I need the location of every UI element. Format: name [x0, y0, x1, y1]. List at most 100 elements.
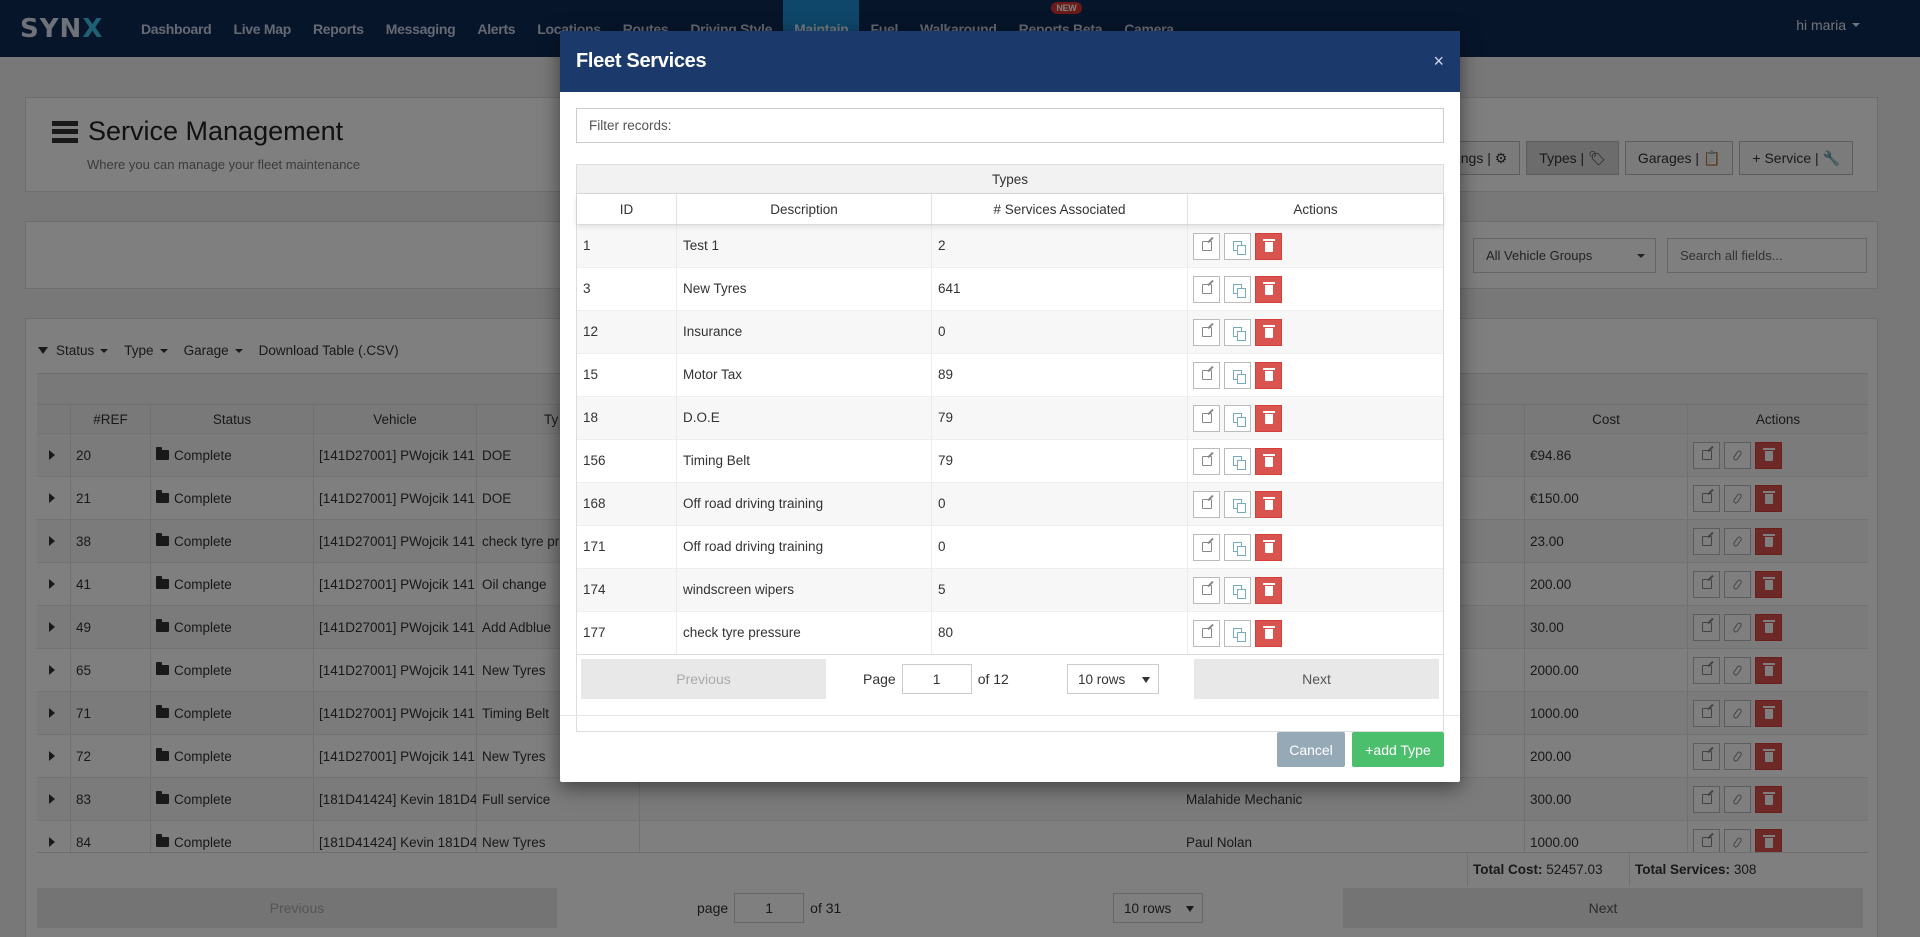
type-description-cell: Test 1 — [677, 225, 932, 267]
type-services-cell: 0 — [932, 483, 1188, 525]
trash-icon — [1262, 454, 1275, 467]
copy-type-button[interactable] — [1224, 619, 1251, 647]
copy-type-button[interactable] — [1224, 361, 1251, 389]
delete-type-button[interactable] — [1255, 318, 1282, 346]
cancel-button[interactable]: Cancel — [1277, 732, 1345, 767]
type-description-cell: D.O.E — [677, 397, 932, 439]
type-id-cell: 156 — [577, 440, 677, 482]
edit-icon — [1201, 284, 1212, 294]
col-id[interactable]: ID — [577, 194, 677, 224]
filter-records-input[interactable]: Filter records: — [576, 108, 1444, 143]
delete-type-button[interactable] — [1255, 490, 1282, 518]
delete-type-button[interactable] — [1255, 404, 1282, 432]
edit-icon — [1201, 327, 1212, 337]
trash-icon — [1262, 282, 1275, 295]
edit-type-button[interactable] — [1193, 490, 1220, 518]
edit-icon — [1201, 413, 1212, 423]
type-row[interactable]: 15 Motor Tax 89 — [577, 353, 1443, 396]
type-row[interactable]: 171 Off road driving training 0 — [577, 525, 1443, 568]
delete-type-button[interactable] — [1255, 361, 1282, 389]
type-row[interactable]: 177 check tyre pressure 80 — [577, 611, 1443, 654]
type-row[interactable]: 168 Off road driving training 0 — [577, 482, 1443, 525]
type-description-cell: New Tyres — [677, 268, 932, 310]
delete-type-button[interactable] — [1255, 619, 1282, 647]
modal-rows-select[interactable]: 10 rows — [1067, 664, 1159, 694]
modal-title: Fleet Services — [576, 50, 707, 72]
type-row[interactable]: 174 windscreen wipers 5 — [577, 568, 1443, 611]
caret-down-icon — [1142, 677, 1150, 683]
copy-type-button[interactable] — [1224, 533, 1251, 561]
type-services-cell: 80 — [932, 612, 1188, 654]
type-row[interactable]: 156 Timing Belt 79 — [577, 439, 1443, 482]
type-services-cell: 89 — [932, 354, 1188, 396]
copy-icon — [1233, 284, 1246, 298]
type-description-cell: windscreen wipers — [677, 569, 932, 611]
modal-previous-button[interactable]: Previous — [581, 659, 826, 699]
add-type-button[interactable]: +add Type — [1352, 732, 1444, 767]
modal-pagination: Previous Page 1 of 12 10 rows Next — [577, 654, 1443, 703]
trash-icon — [1262, 368, 1275, 381]
edit-icon — [1201, 499, 1212, 509]
type-description-cell: check tyre pressure — [677, 612, 932, 654]
type-row-actions — [1188, 354, 1443, 396]
copy-icon — [1233, 628, 1246, 642]
modal-page-input[interactable]: 1 — [901, 664, 972, 694]
col-services-associated[interactable]: # Services Associated — [932, 194, 1188, 224]
trash-icon — [1262, 325, 1275, 338]
copy-type-button[interactable] — [1224, 275, 1251, 303]
edit-icon — [1201, 542, 1212, 552]
edit-type-button[interactable] — [1193, 275, 1220, 303]
col-actions: Actions — [1293, 201, 1338, 217]
copy-icon — [1233, 413, 1246, 427]
edit-type-button[interactable] — [1193, 404, 1220, 432]
type-row[interactable]: 3 New Tyres 641 — [577, 267, 1443, 310]
col-description[interactable]: Description — [677, 194, 932, 224]
copy-type-button[interactable] — [1224, 490, 1251, 518]
delete-type-button[interactable] — [1255, 275, 1282, 303]
copy-type-button[interactable] — [1224, 576, 1251, 604]
type-row-actions — [1188, 268, 1443, 310]
delete-type-button[interactable] — [1255, 232, 1282, 260]
close-icon[interactable]: × — [1433, 51, 1444, 71]
type-services-cell: 0 — [932, 311, 1188, 353]
copy-type-button[interactable] — [1224, 447, 1251, 475]
edit-type-button[interactable] — [1193, 447, 1220, 475]
type-id-cell: 3 — [577, 268, 677, 310]
type-row-actions — [1188, 397, 1443, 439]
type-id-cell: 177 — [577, 612, 677, 654]
trash-icon — [1262, 540, 1275, 553]
delete-type-button[interactable] — [1255, 447, 1282, 475]
copy-icon — [1233, 456, 1246, 470]
types-table: Types ID Description # Services Associat… — [576, 164, 1444, 732]
edit-type-button[interactable] — [1193, 318, 1220, 346]
edit-type-button[interactable] — [1193, 576, 1220, 604]
type-row-actions — [1188, 311, 1443, 353]
copy-icon — [1233, 241, 1246, 255]
type-row[interactable]: 18 D.O.E 79 — [577, 396, 1443, 439]
type-description-cell: Off road driving training — [677, 483, 932, 525]
type-description-cell: Motor Tax — [677, 354, 932, 396]
copy-type-button[interactable] — [1224, 404, 1251, 432]
delete-type-button[interactable] — [1255, 533, 1282, 561]
copy-type-button[interactable] — [1224, 232, 1251, 260]
type-services-cell: 79 — [932, 397, 1188, 439]
edit-type-button[interactable] — [1193, 619, 1220, 647]
edit-type-button[interactable] — [1193, 533, 1220, 561]
type-row[interactable]: 12 Insurance 0 — [577, 310, 1443, 353]
type-services-cell: 79 — [932, 440, 1188, 482]
copy-icon — [1233, 585, 1246, 599]
type-row-actions — [1188, 526, 1443, 568]
edit-icon — [1201, 456, 1212, 466]
copy-icon — [1233, 327, 1246, 341]
trash-icon — [1262, 626, 1275, 639]
type-services-cell: 0 — [932, 526, 1188, 568]
copy-type-button[interactable] — [1224, 318, 1251, 346]
type-id-cell: 171 — [577, 526, 677, 568]
delete-type-button[interactable] — [1255, 576, 1282, 604]
type-id-cell: 168 — [577, 483, 677, 525]
edit-type-button[interactable] — [1193, 232, 1220, 260]
modal-next-button[interactable]: Next — [1194, 659, 1439, 699]
trash-icon — [1262, 497, 1275, 510]
edit-type-button[interactable] — [1193, 361, 1220, 389]
